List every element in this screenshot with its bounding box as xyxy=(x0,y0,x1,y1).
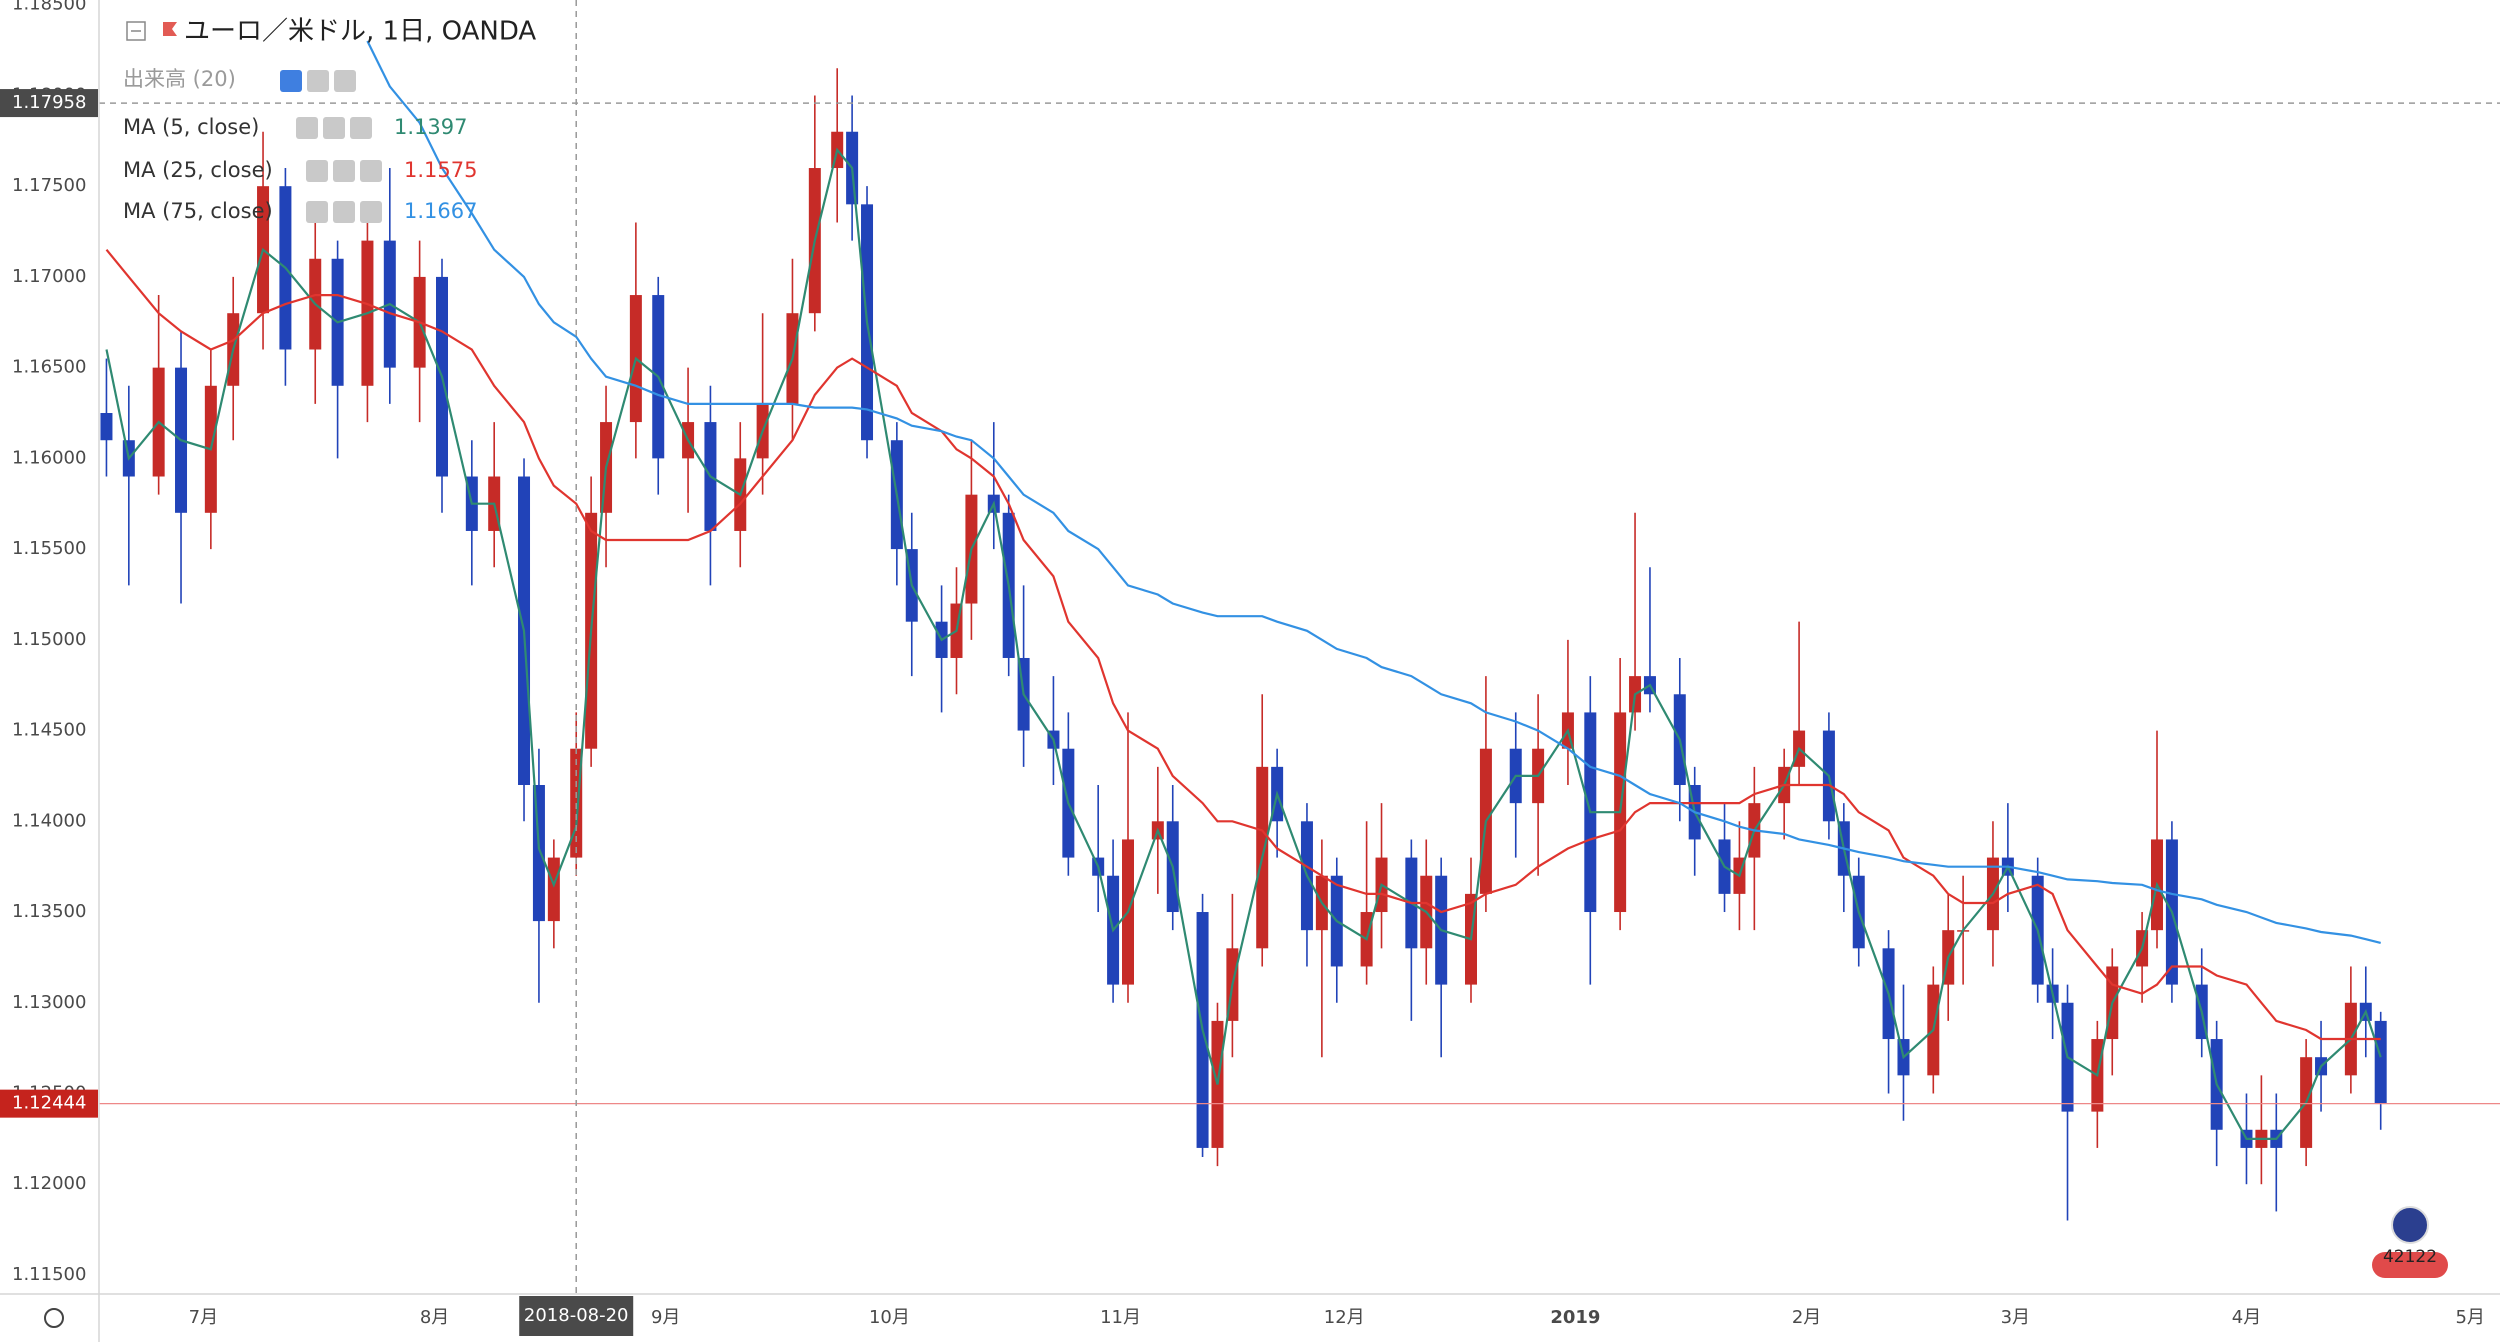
legend-label: MA (75, close) xyxy=(123,199,273,223)
legend-icon[interactable] xyxy=(333,160,355,182)
legend-value: 1.1397 xyxy=(394,115,467,139)
hide-icon[interactable] xyxy=(280,70,302,92)
settings-icon[interactable] xyxy=(307,70,329,92)
legend-label: MA (5, close) xyxy=(123,115,259,139)
legend-icon[interactable] xyxy=(360,160,382,182)
last-price-box xyxy=(0,1089,98,1118)
legend-value: 1.1575 xyxy=(404,158,477,182)
y-tick-label: 1.14000 xyxy=(12,810,86,831)
collapse-button[interactable] xyxy=(126,21,146,41)
x-tick-label: 11月 xyxy=(1100,1307,1141,1328)
legend-value: 1.1667 xyxy=(404,199,477,223)
x-tick-label: 8月 xyxy=(420,1307,449,1328)
y-tick-label: 1.13000 xyxy=(12,992,86,1013)
crosshair-y-label: 1.17958 xyxy=(12,92,86,113)
crosshair-x-box xyxy=(519,1296,634,1336)
chart-title[interactable]: ユーロ／米ドル, 1日, OANDA xyxy=(184,17,536,47)
x-tick-label: 12月 xyxy=(1324,1307,1365,1328)
x-tick-label: 2月 xyxy=(1792,1307,1821,1328)
candle-body xyxy=(2374,1020,2387,1104)
ma-line xyxy=(366,40,2381,944)
x-tick-label: 4月 xyxy=(2232,1307,2261,1328)
reset-button xyxy=(44,1308,64,1328)
x-tick-label: 3月 xyxy=(2001,1307,2030,1328)
y-tick-label: 1.17000 xyxy=(12,266,86,287)
y-tick-label: 1.18500 xyxy=(12,0,86,15)
legend-icon[interactable] xyxy=(306,201,328,223)
y-tick-label: 1.16000 xyxy=(12,447,86,468)
crosshair-x-label: 2018-08-20 xyxy=(524,1305,629,1326)
y-tick-label: 1.16500 xyxy=(12,357,86,378)
x-tick-label: 10月 xyxy=(869,1307,910,1328)
legend-icon[interactable] xyxy=(306,160,328,182)
x-tick-label: 9月 xyxy=(651,1307,680,1328)
remove-icon[interactable] xyxy=(334,70,356,92)
legend-icon[interactable] xyxy=(350,117,372,139)
badge: 42122 xyxy=(2372,1206,2448,1278)
volume-label[interactable]: 出来高 (20) xyxy=(123,67,236,91)
legend-icon[interactable] xyxy=(333,201,355,223)
badge-flag xyxy=(2372,1252,2448,1278)
badge-text: 42122 xyxy=(2383,1247,2437,1267)
y-tick-label: 1.14500 xyxy=(12,720,86,741)
legend-icon[interactable] xyxy=(360,201,382,223)
candle-body xyxy=(532,785,545,922)
badge-icon[interactable] xyxy=(2391,1206,2429,1244)
legend-label: MA (25, close) xyxy=(123,158,273,182)
volume-icons xyxy=(280,70,356,92)
plot-area xyxy=(99,0,2500,1294)
crosshair-y-box xyxy=(0,89,98,118)
last-price-label: 1.12444 xyxy=(12,1093,86,1114)
candle-body xyxy=(547,857,560,922)
y-tick-label: 1.12000 xyxy=(12,1173,86,1194)
legend: MA (5, close) 1.1397 MA (25, close) 1.1575 M… xyxy=(123,115,477,223)
y-tick-label: 1.15500 xyxy=(12,538,86,559)
legend-icon[interactable] xyxy=(296,117,318,139)
ma-line xyxy=(105,147,2382,1140)
y-tick-label: 1.17500 xyxy=(12,175,86,196)
y-tick-label: 1.13500 xyxy=(12,901,86,922)
y-tick-label: 1.11500 xyxy=(12,1264,86,1285)
y-tick-label: 1.15000 xyxy=(12,629,86,650)
legend-icon[interactable] xyxy=(323,117,345,139)
x-tick-label: 5月 xyxy=(2455,1307,2484,1328)
symbol-flag xyxy=(163,22,177,36)
settings-gear[interactable] xyxy=(44,1308,64,1328)
candle-body xyxy=(100,413,113,441)
x-tick-label: 2019 xyxy=(1550,1307,1600,1328)
ma-line xyxy=(105,249,2381,1041)
x-tick-label: 7月 xyxy=(189,1307,218,1328)
